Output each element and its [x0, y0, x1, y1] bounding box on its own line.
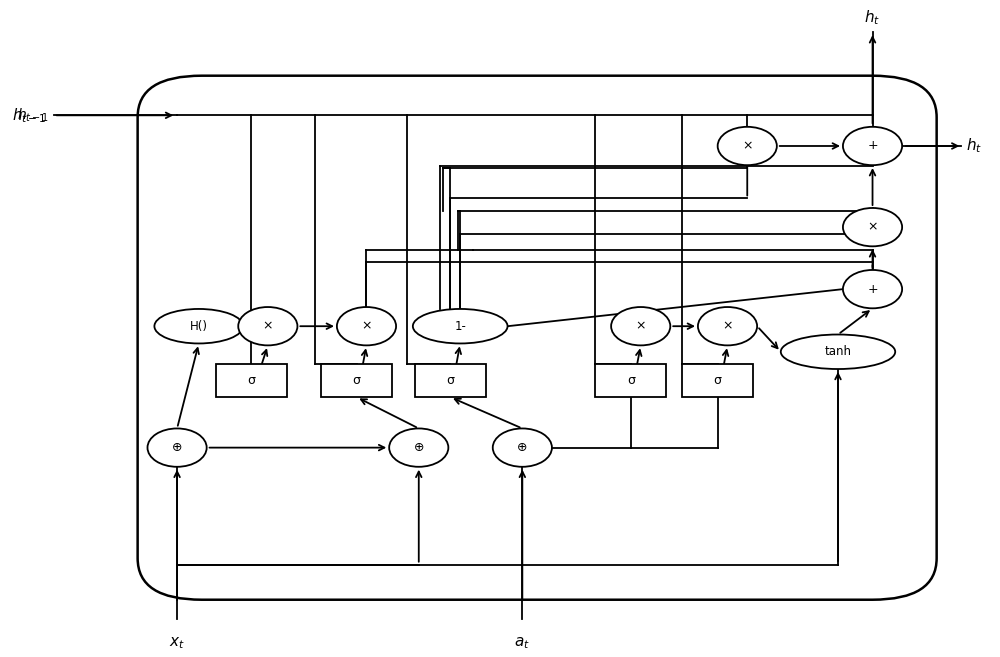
Circle shape [337, 307, 396, 346]
Text: ×: × [742, 139, 752, 152]
Circle shape [389, 428, 448, 466]
FancyBboxPatch shape [321, 364, 392, 397]
Circle shape [718, 127, 777, 165]
Text: ×: × [867, 221, 878, 234]
Text: ×: × [263, 320, 273, 332]
Text: H(): H() [190, 320, 208, 332]
FancyBboxPatch shape [595, 364, 666, 397]
Ellipse shape [781, 334, 895, 369]
Text: +: + [867, 139, 878, 152]
Text: σ: σ [446, 374, 454, 387]
Text: ⊕: ⊕ [517, 441, 528, 454]
Text: σ: σ [353, 374, 361, 387]
Circle shape [698, 307, 757, 346]
Circle shape [843, 270, 902, 308]
Text: ⊕: ⊕ [172, 441, 182, 454]
Text: $h_t$: $h_t$ [864, 9, 881, 27]
Text: ×: × [361, 320, 372, 332]
Ellipse shape [154, 309, 243, 344]
Text: ×: × [722, 320, 733, 332]
Text: $a_t$: $a_t$ [514, 635, 530, 650]
FancyBboxPatch shape [415, 364, 486, 397]
Circle shape [611, 307, 670, 346]
Ellipse shape [413, 309, 508, 344]
Circle shape [147, 428, 207, 466]
FancyBboxPatch shape [138, 76, 937, 600]
Text: tanh: tanh [825, 346, 852, 358]
Text: $x_t$: $x_t$ [169, 635, 185, 650]
Circle shape [238, 307, 297, 346]
Text: $h_t$: $h_t$ [966, 137, 982, 155]
Text: $h_{t-1}$: $h_{t-1}$ [12, 106, 47, 125]
Text: σ: σ [627, 374, 635, 387]
Circle shape [843, 208, 902, 246]
Text: +: + [867, 283, 878, 296]
FancyBboxPatch shape [682, 364, 753, 397]
Text: σ: σ [714, 374, 722, 387]
Text: 1-: 1- [454, 320, 466, 332]
Circle shape [843, 127, 902, 165]
Text: $h_{t-1}$: $h_{t-1}$ [17, 106, 49, 124]
FancyBboxPatch shape [216, 364, 287, 397]
Circle shape [493, 428, 552, 466]
Text: σ: σ [247, 374, 255, 387]
Text: ×: × [635, 320, 646, 332]
Text: ⊕: ⊕ [414, 441, 424, 454]
